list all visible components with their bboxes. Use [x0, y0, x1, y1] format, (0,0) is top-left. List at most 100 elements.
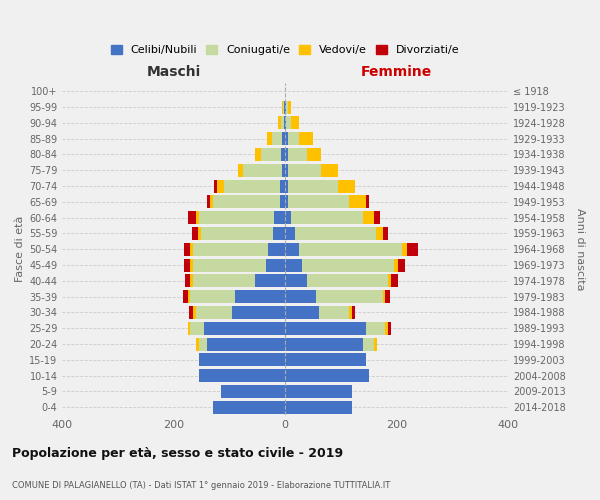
Bar: [205, 322, 285, 334]
Bar: [394, 258, 398, 272]
Bar: [266, 258, 285, 272]
Bar: [285, 338, 363, 350]
Bar: [316, 290, 383, 303]
Bar: [285, 369, 369, 382]
Bar: [285, 274, 307, 287]
Bar: [190, 243, 193, 256]
Bar: [291, 116, 299, 130]
Text: Femmine: Femmine: [361, 64, 432, 78]
Bar: [383, 290, 385, 303]
Bar: [235, 290, 285, 303]
Bar: [278, 116, 281, 130]
Bar: [285, 196, 288, 208]
Bar: [285, 100, 286, 114]
Bar: [285, 401, 352, 413]
Bar: [282, 100, 283, 114]
Bar: [190, 322, 205, 334]
Bar: [196, 211, 199, 224]
Y-axis label: Fasce di età: Fasce di età: [15, 216, 25, 282]
Bar: [374, 338, 377, 350]
Bar: [295, 227, 376, 240]
Bar: [207, 196, 210, 208]
Bar: [285, 306, 319, 319]
Bar: [388, 322, 391, 334]
Bar: [383, 227, 388, 240]
Bar: [254, 274, 285, 287]
Bar: [190, 274, 193, 287]
Bar: [319, 306, 349, 319]
Bar: [281, 116, 284, 130]
Bar: [366, 322, 385, 334]
Bar: [288, 148, 307, 161]
Bar: [280, 180, 285, 192]
Bar: [349, 306, 352, 319]
Bar: [398, 258, 405, 272]
Text: Popolazione per età, sesso e stato civile - 2019: Popolazione per età, sesso e stato civil…: [12, 448, 343, 460]
Bar: [188, 322, 190, 334]
Bar: [189, 306, 193, 319]
Bar: [291, 211, 363, 224]
Bar: [338, 180, 355, 192]
Bar: [407, 243, 418, 256]
Bar: [196, 338, 199, 350]
Bar: [283, 132, 285, 145]
Bar: [200, 227, 273, 240]
Bar: [238, 164, 244, 176]
Bar: [190, 290, 235, 303]
Bar: [221, 385, 285, 398]
Bar: [285, 385, 352, 398]
Y-axis label: Anni di nascita: Anni di nascita: [575, 208, 585, 290]
Bar: [224, 180, 280, 192]
Bar: [288, 196, 349, 208]
Bar: [322, 164, 338, 176]
Bar: [188, 290, 190, 303]
Bar: [272, 132, 283, 145]
Bar: [376, 227, 383, 240]
Bar: [199, 354, 285, 366]
Bar: [299, 243, 402, 256]
Bar: [193, 243, 268, 256]
Bar: [288, 132, 299, 145]
Bar: [285, 322, 366, 334]
Bar: [244, 164, 283, 176]
Bar: [385, 322, 388, 334]
Bar: [285, 164, 288, 176]
Bar: [207, 338, 285, 350]
Bar: [285, 354, 366, 366]
Bar: [210, 196, 213, 208]
Bar: [385, 290, 390, 303]
Bar: [285, 211, 291, 224]
Bar: [192, 227, 198, 240]
Bar: [185, 274, 190, 287]
Bar: [284, 116, 285, 130]
Bar: [285, 180, 288, 192]
Bar: [363, 211, 374, 224]
Bar: [363, 338, 374, 350]
Bar: [285, 243, 299, 256]
Bar: [214, 180, 217, 192]
Bar: [254, 148, 261, 161]
Bar: [199, 338, 207, 350]
Bar: [349, 196, 366, 208]
Bar: [213, 401, 285, 413]
Bar: [391, 274, 398, 287]
Bar: [374, 211, 380, 224]
Bar: [285, 132, 288, 145]
Bar: [274, 211, 285, 224]
Bar: [283, 164, 285, 176]
Bar: [288, 180, 338, 192]
Bar: [281, 148, 285, 161]
Bar: [196, 306, 232, 319]
Bar: [184, 243, 190, 256]
Bar: [285, 227, 295, 240]
Bar: [288, 100, 291, 114]
Legend: Celibi/Nubili, Coniugati/e, Vedovi/e, Divorziati/e: Celibi/Nubili, Coniugati/e, Vedovi/e, Di…: [109, 42, 462, 58]
Bar: [299, 132, 313, 145]
Bar: [267, 132, 272, 145]
Bar: [183, 290, 188, 303]
Bar: [268, 243, 285, 256]
Bar: [352, 306, 355, 319]
Bar: [388, 274, 391, 287]
Bar: [402, 243, 407, 256]
Bar: [286, 100, 288, 114]
